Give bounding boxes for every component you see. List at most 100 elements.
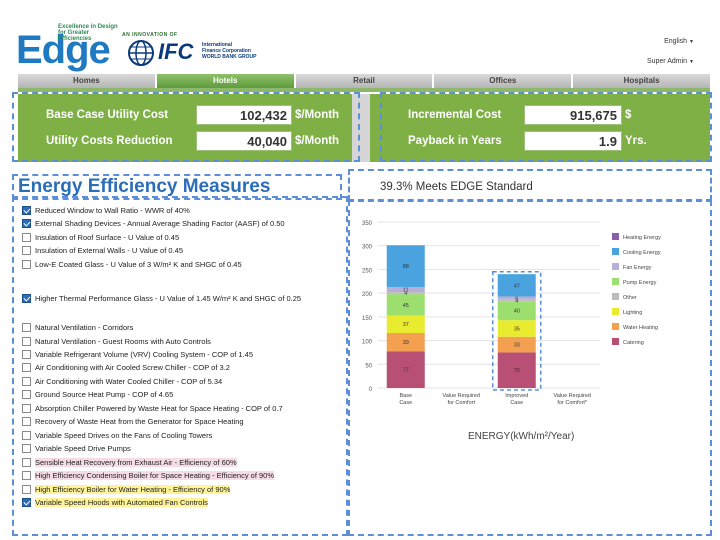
- edge-logo-word: Edge: [16, 28, 111, 72]
- bar-segment-catering: [386, 351, 425, 388]
- measure-item[interactable]: Low-E Coated Glass - U Value of 3 W/m² K…: [22, 259, 242, 270]
- measure-label: Variable Refrigerant Volume (VRV) Coolin…: [35, 350, 254, 359]
- innovation-label: AN INNOVATION OF: [122, 32, 178, 38]
- bar-segment-fan-energy: [386, 286, 425, 293]
- edge-score-status: 39.3% Meets EDGE Standard: [380, 181, 533, 193]
- measure-item[interactable]: Absorption Chiller Powered by Waste Heat…: [22, 403, 283, 414]
- tab-hospitals[interactable]: Hospitals: [573, 74, 710, 88]
- measure-checkbox[interactable]: [22, 404, 31, 413]
- bar-data-label: 4: [404, 291, 407, 297]
- y-tick-label: 200: [362, 292, 373, 298]
- measure-item[interactable]: Insulation of External Walls - U Value o…: [22, 245, 183, 256]
- ifc-wordmark: IFC: [158, 39, 194, 64]
- measure-item[interactable]: Variable Speed Drive Pumps: [22, 443, 131, 454]
- measure-item[interactable]: High Efficiency Boiler for Water Heating…: [22, 484, 231, 495]
- measure-item[interactable]: Variable Refrigerant Volume (VRV) Coolin…: [22, 349, 253, 360]
- x-tick-label: Value Required: [553, 393, 591, 399]
- title-highlight: [12, 174, 342, 200]
- measure-item[interactable]: Higher Thermal Performance Glass - U Val…: [22, 293, 301, 304]
- measure-item[interactable]: Air Conditioning with Air Cooled Screw C…: [22, 362, 230, 373]
- measure-item[interactable]: Sensible Heat Recovery from Exhaust Air …: [22, 457, 237, 468]
- bar-data-label: 75: [514, 368, 520, 374]
- reduction-label: Utility Costs Reduction: [46, 135, 173, 147]
- measure-checkbox[interactable]: [22, 363, 31, 372]
- measure-item[interactable]: Insulation of Roof Surface - U Value of …: [22, 232, 179, 243]
- measure-item[interactable]: Air Conditioning with Water Cooled Chill…: [22, 376, 222, 387]
- measure-checkbox[interactable]: [22, 294, 31, 303]
- measure-checkbox[interactable]: [22, 246, 31, 255]
- measure-label: Absorption Chiller Powered by Waste Heat…: [35, 404, 283, 413]
- legend-swatch: [612, 248, 619, 255]
- bar-segment-cooling-energy: [386, 245, 425, 287]
- measure-item[interactable]: High Efficiency Condensing Boiler for Sp…: [22, 470, 275, 481]
- measure-checkbox[interactable]: [22, 485, 31, 494]
- legend-swatch: [612, 308, 619, 315]
- x-tick-label: for Comfort*: [557, 400, 588, 406]
- measure-item[interactable]: Recovery of Waste Heat from the Generato…: [22, 416, 244, 427]
- measure-checkbox[interactable]: [22, 431, 31, 440]
- measure-label: Air Conditioning with Air Cooled Screw C…: [35, 363, 230, 372]
- measure-checkbox[interactable]: [22, 337, 31, 346]
- measure-checkbox[interactable]: [22, 350, 31, 359]
- measure-checkbox[interactable]: [22, 323, 31, 332]
- legend-label: Fan Energy: [623, 265, 652, 271]
- measure-item[interactable]: Natural Ventilation - Corridors: [22, 322, 133, 333]
- measure-checkbox[interactable]: [22, 377, 31, 386]
- tab-retail[interactable]: Retail: [295, 74, 435, 88]
- bar-data-label: 77: [403, 368, 409, 374]
- measure-item[interactable]: Natural Ventilation - Guest Rooms with A…: [22, 336, 211, 347]
- energy-chart: 0501001502002503003507739374541188BaseCa…: [362, 221, 661, 406]
- payback-row: Payback in Years 1.9 Yrs.: [408, 130, 647, 152]
- bar-segment-water-heating: [497, 336, 536, 353]
- measure-checkbox[interactable]: [22, 219, 31, 228]
- legend-swatch: [612, 233, 619, 240]
- x-tick-label: Case: [399, 400, 412, 406]
- bar-data-label: 47: [514, 283, 520, 289]
- bar-segment-water-heating: [386, 332, 425, 352]
- measure-checkbox[interactable]: [22, 390, 31, 399]
- chevron-down-icon: ▼: [689, 39, 694, 45]
- y-tick-label: 150: [362, 316, 373, 322]
- legend-swatch: [612, 263, 619, 270]
- measure-label: Air Conditioning with Water Cooled Chill…: [35, 377, 223, 386]
- measure-item[interactable]: Variable Speed Drives on the Fans of Coo…: [22, 430, 212, 441]
- tab-hotels[interactable]: Hotels: [156, 74, 296, 88]
- measure-label: Variable Speed Drives on the Fans of Coo…: [35, 431, 213, 440]
- bar-segment-catering: [497, 352, 536, 388]
- measure-item[interactable]: Reduced Window to Wall Ratio - WWR of 40…: [22, 205, 190, 216]
- bar-data-label: 39: [403, 340, 409, 346]
- edge-logo[interactable]: Edge Excellence in Design for Greater Ef…: [16, 24, 118, 70]
- payback-value: 1.9: [524, 131, 622, 151]
- tab-homes[interactable]: Homes: [18, 74, 157, 88]
- y-tick-label: 350: [362, 221, 373, 227]
- chevron-down-icon: ▼: [689, 59, 694, 65]
- bar-data-label: 40: [514, 309, 520, 315]
- measure-checkbox[interactable]: [22, 260, 31, 269]
- measure-checkbox[interactable]: [22, 498, 31, 507]
- payback-unit: Yrs.: [625, 135, 647, 147]
- x-tick-label: Case: [510, 400, 523, 406]
- measure-checkbox[interactable]: [22, 233, 31, 242]
- measure-label: Variable Speed Hoods with Automated Fan …: [35, 498, 208, 507]
- measure-item[interactable]: Variable Speed Hoods with Automated Fan …: [22, 497, 208, 508]
- language-selector[interactable]: English ▼: [664, 38, 694, 45]
- bar-segment-lighting: [497, 320, 536, 337]
- measure-checkbox[interactable]: [22, 417, 31, 426]
- chart-highlight: [348, 200, 712, 536]
- base-case-row: Base Case Utility Cost 102,432 $/Month: [46, 104, 339, 126]
- legend-swatch: [612, 323, 619, 330]
- measure-item[interactable]: Ground Source Heat Pump - COP of 4.65: [22, 389, 173, 400]
- measure-checkbox[interactable]: [22, 471, 31, 480]
- measure-checkbox[interactable]: [22, 444, 31, 453]
- incremental-unit: $: [625, 109, 632, 121]
- tab-offices[interactable]: Offices: [434, 74, 574, 88]
- improved-case-highlight: [492, 271, 542, 391]
- user-menu[interactable]: Super Admin ▼: [647, 58, 694, 65]
- measure-checkbox[interactable]: [22, 206, 31, 215]
- ifc-subtitle-line: International: [202, 42, 233, 48]
- summary-separator: [352, 94, 370, 162]
- measure-checkbox[interactable]: [22, 458, 31, 467]
- bar-segment-fan-energy: [497, 296, 536, 300]
- measure-item[interactable]: External Shading Devices - Annual Averag…: [22, 218, 285, 229]
- base-case-label: Base Case Utility Cost: [46, 109, 169, 121]
